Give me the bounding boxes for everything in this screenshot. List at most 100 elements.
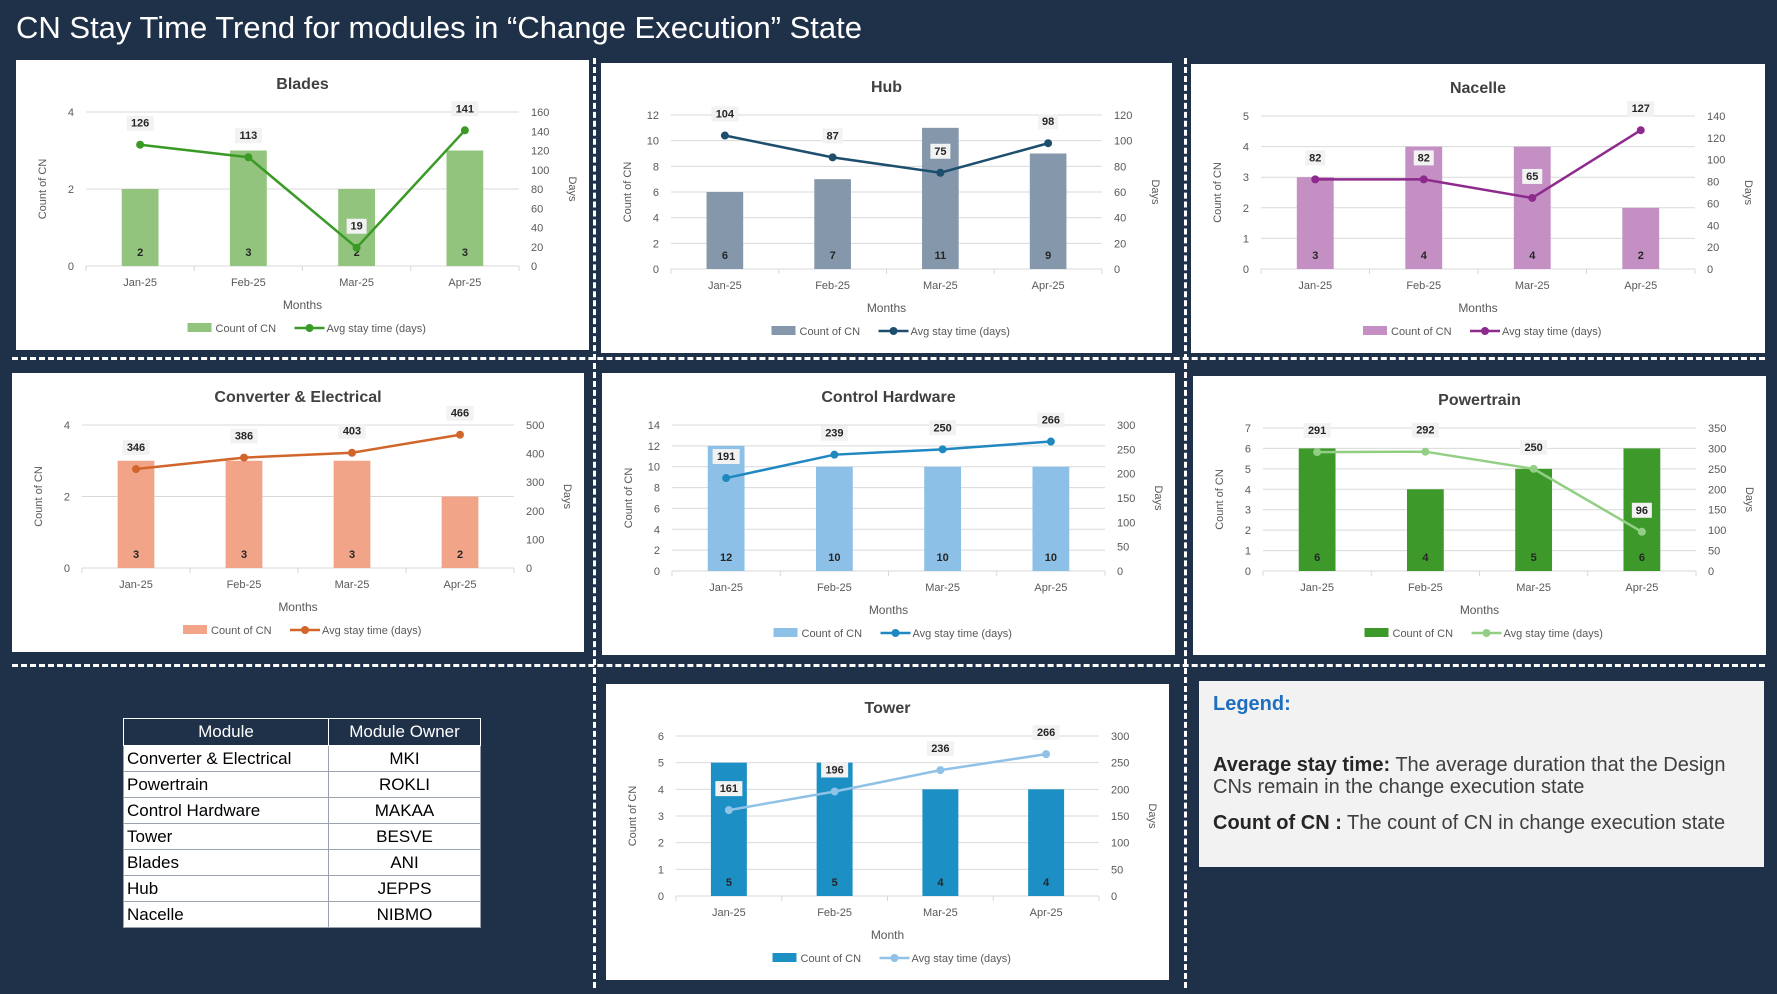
line-point [1313, 448, 1322, 457]
legend-label: Count of CN [802, 628, 863, 640]
module-cell: Tower [123, 823, 329, 850]
bar-data-label: 6 [1639, 552, 1645, 564]
bar [1622, 207, 1660, 269]
series-line [135, 433, 461, 471]
line-point [830, 787, 839, 796]
point-label-bg [1411, 422, 1439, 438]
y-tick-label-left: 4 [64, 420, 70, 432]
point-data-label: 250 [933, 422, 951, 434]
point-data-label: 239 [825, 428, 843, 440]
bar-data-label: 4 [937, 877, 944, 889]
line-point [460, 126, 469, 135]
y-tick-label-left: 4 [1243, 142, 1249, 154]
y-tick-label-left: 0 [64, 563, 70, 575]
point-label-bg [230, 428, 258, 444]
legend-swatch-bar [187, 323, 212, 332]
y-tick-label-right: 300 [1111, 731, 1129, 743]
point-data-label: 291 [1308, 425, 1326, 437]
line-point [1042, 750, 1051, 759]
y-axis-title-right: Days [1743, 487, 1755, 513]
legend-label: Count of CN [801, 953, 862, 965]
y-axis-title-left: Count of CN [33, 466, 45, 527]
series-line [139, 129, 466, 250]
definitions-legend-box: Legend: Average stay time: The average d… [1199, 681, 1764, 867]
bar-data-label: 5 [1531, 552, 1537, 564]
y-tick-label-right: 300 [526, 477, 544, 489]
y-tick-label-left: 5 [658, 758, 664, 770]
x-tick-label: Mar-25 [335, 579, 370, 591]
y-tick-label-left: 7 [1245, 423, 1251, 435]
legend-swatch-bar [773, 628, 798, 637]
x-tick-label: Mar-25 [339, 277, 374, 289]
point-label-bg [929, 420, 957, 436]
y-tick-label-left: 8 [653, 161, 659, 173]
point-data-label: 161 [720, 783, 738, 795]
owner-cell: ANI [328, 849, 481, 876]
legend-term: Average stay time: [1213, 754, 1391, 776]
y-axis-title-left: Count of CN [1212, 162, 1224, 223]
point-label-bg [451, 101, 479, 117]
point-data-label: 113 [240, 130, 258, 142]
x-tick-label: Feb-25 [231, 277, 266, 289]
x-tick-label: Mar-25 [1515, 280, 1550, 292]
point-label-bg [1631, 502, 1652, 518]
y-tick-label-right: 100 [526, 534, 544, 546]
legend-swatch-bar [771, 326, 796, 335]
chart-control-hardware: Control Hardware 0 2 4 6 8 10 12 14 0 50 100 150 200 2… [602, 373, 1175, 655]
legend-swatch-marker [301, 626, 309, 634]
point-label-bg [1522, 168, 1543, 184]
point-data-label: 250 [1524, 442, 1542, 454]
legend-swatch-bar [183, 625, 207, 634]
point-label-bg [1413, 150, 1434, 166]
y-tick-label-left: 2 [1245, 525, 1251, 537]
x-tick-label: Jan-25 [1300, 582, 1334, 594]
bar-data-label: 2 [457, 549, 463, 561]
bar-data-label: 3 [349, 549, 355, 561]
x-tick-label: Feb-25 [817, 907, 852, 919]
line-point [1528, 193, 1537, 202]
chart-title: Blades [276, 76, 329, 93]
y-tick-label-left: 3 [1245, 505, 1251, 517]
legend-label: Avg stay time (days) [327, 323, 426, 335]
bar [707, 445, 745, 571]
bar [706, 192, 744, 269]
line-point [1044, 139, 1053, 148]
point-label-bg [1038, 114, 1059, 130]
y-tick-label-right: 100 [1111, 838, 1129, 850]
owner-cell: JEPPS [328, 875, 481, 902]
point-label-bg [234, 128, 262, 144]
y-tick-label-left: 0 [658, 891, 664, 903]
y-tick-label-right: 0 [531, 261, 537, 273]
chart-svg: Converter & Electrical 0 2 4 0 100 200 300 400 50… [33, 389, 573, 637]
line-point [1529, 464, 1538, 473]
legend-term: Count of CN : [1213, 812, 1342, 834]
point-label-bg [1037, 412, 1065, 428]
bar [446, 150, 484, 266]
module-cell: Hub [123, 875, 329, 902]
x-tick-label: Feb-25 [1406, 280, 1441, 292]
bar [229, 150, 267, 266]
bar-data-label: 3 [462, 247, 468, 259]
y-tick-label-right: 0 [1117, 566, 1123, 578]
y-tick-label-right: 300 [1708, 443, 1726, 455]
chart-hub: Hub 0 2 4 6 8 10 12 0 20 40 60 80 100 120 6 7 11 9 Jan-25 Fe… [601, 63, 1172, 353]
y-tick-label-right: 0 [1708, 566, 1714, 578]
bar-data-label: 6 [1314, 552, 1320, 564]
bar [441, 496, 479, 568]
y-tick-label-right: 300 [1117, 420, 1135, 432]
point-data-label: 82 [1309, 152, 1321, 164]
y-tick-label-right: 160 [531, 107, 549, 119]
bar-data-label: 4 [1421, 250, 1428, 262]
legend-label: Avg stay time (days) [913, 628, 1012, 640]
bar [117, 460, 155, 568]
point-data-label: 96 [1636, 505, 1648, 517]
y-tick-label-right: 120 [531, 146, 549, 158]
point-label-bg [446, 405, 474, 421]
y-tick-label-right: 150 [1708, 505, 1726, 517]
owner-cell: MKI [328, 745, 481, 772]
y-tick-label-left: 0 [1243, 264, 1249, 276]
bar-data-label: 4 [1043, 877, 1050, 889]
y-tick-label-right: 200 [1708, 484, 1726, 496]
